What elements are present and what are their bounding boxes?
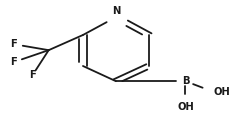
Text: OH: OH bbox=[177, 102, 194, 112]
Text: F: F bbox=[11, 57, 17, 67]
Text: OH: OH bbox=[213, 87, 230, 97]
Text: F: F bbox=[11, 39, 17, 49]
Text: F: F bbox=[29, 70, 36, 80]
Text: B: B bbox=[182, 76, 189, 86]
Text: N: N bbox=[112, 6, 120, 16]
